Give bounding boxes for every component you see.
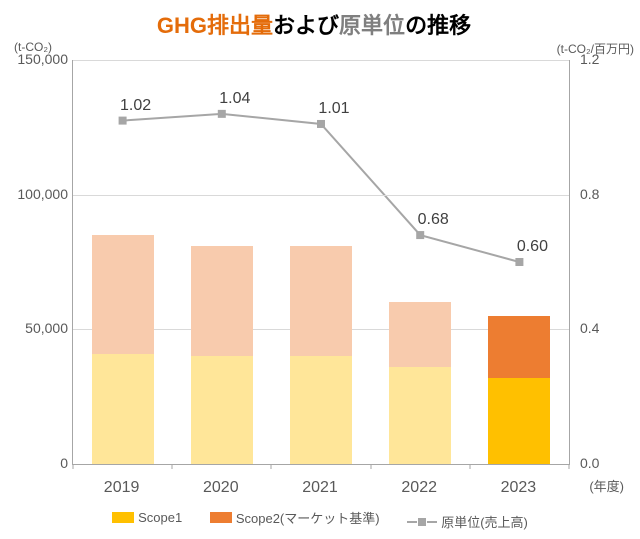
legend-scope2: Scope2(マーケット基準) <box>210 508 380 527</box>
line-value-label: 1.02 <box>120 97 151 115</box>
chart-title: GHG排出量および原単位の推移 <box>0 8 628 40</box>
line-value-label: 0.68 <box>418 211 449 229</box>
title-plain-2: の推移 <box>405 13 471 38</box>
legend-label-scope1: Scope1 <box>138 510 182 525</box>
plot-area <box>72 60 570 465</box>
bar-scope1 <box>488 378 550 464</box>
ytick-left: 50,000 <box>10 320 68 336</box>
legend-swatch-scope1 <box>112 512 134 523</box>
legend-line: 原単位(売上高) <box>407 512 528 531</box>
bar-group <box>191 246 253 464</box>
line-marker <box>516 259 523 266</box>
x-axis-unit: (年度) <box>589 476 624 495</box>
bar-scope2 <box>290 246 352 356</box>
ytick-right: 0.8 <box>580 186 630 202</box>
gridline <box>73 60 569 61</box>
ytick-right: 0.0 <box>580 455 630 471</box>
line-value-label: 1.01 <box>318 100 349 118</box>
bar-group <box>290 246 352 464</box>
xtick: 2023 <box>501 479 537 497</box>
bar-scope1 <box>92 354 154 464</box>
ytick-right: 1.2 <box>580 51 630 67</box>
ytick-left: 150,000 <box>10 51 68 67</box>
line-marker <box>119 117 126 124</box>
ytick-left: 0 <box>10 455 68 471</box>
legend-label-line: 原単位(売上高) <box>441 512 528 531</box>
line-value-label: 0.60 <box>517 238 548 256</box>
bar-scope2 <box>92 235 154 354</box>
xtick: 2020 <box>203 479 239 497</box>
bar-scope1 <box>191 356 253 464</box>
line-marker <box>417 232 424 239</box>
bar-scope1 <box>389 367 451 464</box>
line-marker <box>318 120 325 127</box>
ghg-chart: GHG排出量および原単位の推移 (t-CO₂) (t-CO₂/百万円) (年度)… <box>0 0 640 539</box>
title-highlight-1: GHG排出量 <box>157 13 273 38</box>
title-plain-1: および <box>273 13 339 38</box>
line-marker <box>218 110 225 117</box>
legend: Scope1 Scope2(マーケット基準) 原単位(売上高) <box>0 508 640 532</box>
bar-group <box>92 235 154 464</box>
xtick: 2019 <box>104 479 140 497</box>
legend-scope1: Scope1 <box>112 510 182 525</box>
gridline <box>73 195 569 196</box>
legend-label-scope2: Scope2(マーケット基準) <box>236 508 380 527</box>
bar-scope2 <box>191 246 253 356</box>
xtick: 2021 <box>302 479 338 497</box>
ytick-right: 0.4 <box>580 320 630 336</box>
ytick-left: 100,000 <box>10 186 68 202</box>
bar-scope2 <box>488 316 550 378</box>
line-value-label: 1.04 <box>219 90 250 108</box>
legend-line-icon <box>407 518 437 526</box>
bar-group <box>488 316 550 464</box>
legend-swatch-scope2 <box>210 512 232 523</box>
bar-scope1 <box>290 356 352 464</box>
bar-group <box>389 302 451 464</box>
xtick: 2022 <box>401 479 437 497</box>
title-gray: 原単位 <box>339 13 405 38</box>
bar-scope2 <box>389 302 451 367</box>
